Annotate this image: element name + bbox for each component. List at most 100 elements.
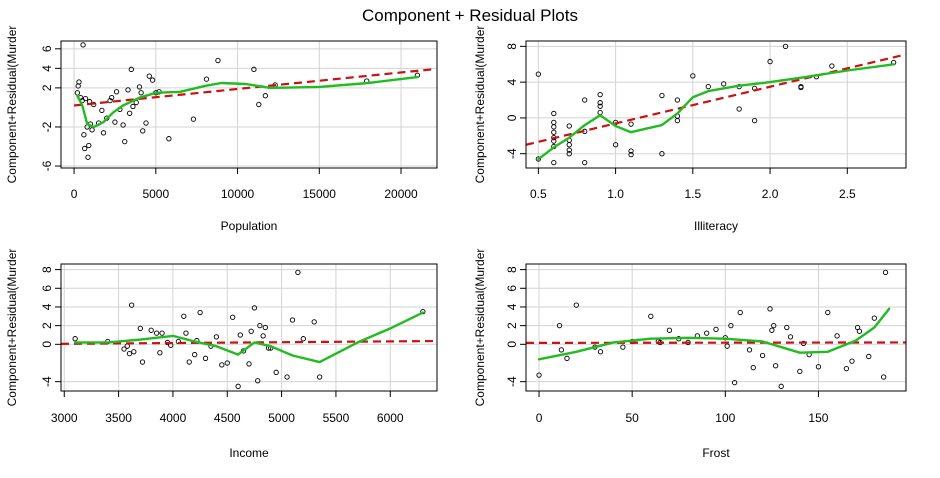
data-point-27 — [224, 360, 230, 366]
y-tick-label-6: 8 — [40, 266, 54, 273]
x-tick-label-4: 4500 — [214, 411, 241, 425]
data-point-36 — [257, 322, 263, 329]
data-point-43 — [289, 317, 296, 323]
data-point-9 — [139, 359, 146, 365]
panel-4: 0 50 100 150 -4 0 2 4 6 8 Frost Component+Residual(… — [473, 249, 907, 460]
y-tick-label-3: 2 — [40, 84, 54, 91]
y-axis-label: Component+Residual(Murder — [473, 26, 487, 184]
y-tick-label-4: 8 — [505, 43, 519, 50]
panel-2: 0.5 1.0 1.5 2.0 2.5 -4 0 4 8 Illiteracy Component+… — [473, 26, 907, 233]
data-point-9 — [82, 95, 89, 102]
x-tick-label-4: 150 — [808, 411, 828, 425]
data-point-1 — [72, 336, 78, 342]
data-point-32 — [246, 361, 252, 367]
data-point-25 — [628, 121, 634, 127]
x-axis-label: Population — [221, 219, 278, 233]
data-point-45 — [829, 63, 835, 69]
data-point-33 — [248, 328, 254, 334]
data-point-26 — [759, 352, 766, 359]
x-axis-label: Illiteracy — [694, 219, 738, 233]
data-point-11 — [85, 154, 91, 160]
data-point-35 — [140, 128, 146, 134]
data-point-1 — [536, 372, 542, 378]
y-tick-label-2: 0 — [505, 341, 519, 348]
data-point-27 — [767, 306, 773, 312]
data-point-3 — [558, 347, 565, 353]
plot-area — [61, 269, 437, 389]
data-point-46 — [880, 374, 887, 380]
data-point-27 — [628, 151, 634, 158]
data-point-30 — [772, 363, 779, 369]
data-point-2 — [556, 322, 563, 329]
data-point-13 — [666, 327, 673, 333]
data-point-25 — [213, 334, 220, 340]
data-point-31 — [130, 103, 136, 110]
data-point-18 — [713, 326, 719, 333]
y-tick-label-3: 2 — [40, 322, 54, 329]
data-point-40 — [843, 365, 850, 372]
data-point-8 — [137, 325, 143, 332]
data-point-2 — [535, 156, 542, 162]
y-axis-label: Component+Residual(Murder — [5, 249, 19, 407]
data-point-10 — [148, 327, 154, 333]
data-point-45 — [251, 66, 257, 72]
data-point-37 — [146, 73, 152, 79]
data-point-41 — [273, 369, 279, 375]
data-point-21 — [597, 92, 603, 98]
data-point-32 — [784, 324, 790, 331]
residual-smooth-line — [73, 311, 425, 364]
x-axis-label: Income — [229, 446, 269, 460]
data-point-38 — [262, 324, 268, 331]
x-tick-label-5: 20000 — [384, 187, 418, 201]
y-tick-label-3: 2 — [505, 322, 519, 329]
x-tick-label-2: 3500 — [105, 411, 132, 425]
data-point-1 — [535, 71, 542, 77]
y-tick-label-5: 6 — [40, 285, 54, 292]
data-point-37 — [815, 364, 822, 370]
x-tick-label-5: 5000 — [268, 411, 295, 425]
data-point-38 — [149, 77, 156, 83]
data-point-14 — [566, 151, 572, 157]
data-point-35 — [721, 81, 727, 87]
data-point-3 — [121, 346, 127, 352]
y-tick-label-2: -2 — [40, 121, 54, 132]
data-point-7 — [131, 349, 137, 355]
figure-title: Component + Residual Plots — [362, 6, 578, 25]
data-point-34 — [138, 90, 144, 96]
panels: 0 5000 10000 15000 20000-6-2246PopulationCom… — [5, 26, 907, 460]
data-point-26 — [628, 148, 634, 154]
x-tick-label-3: 4000 — [160, 411, 187, 425]
data-point-42 — [190, 116, 197, 122]
data-point-38 — [825, 309, 831, 316]
y-axis-label: Component+Residual(Murder — [473, 249, 487, 407]
data-point-8 — [82, 145, 88, 152]
data-point-43 — [203, 76, 210, 82]
data-point-23 — [112, 119, 118, 125]
data-point-24 — [612, 142, 619, 148]
data-point-12 — [86, 142, 92, 149]
y-tick-label-1: -6 — [40, 160, 54, 171]
component-fit-dashed-line — [61, 339, 437, 345]
data-point-30 — [128, 66, 134, 72]
data-point-44 — [866, 353, 872, 360]
plot-area — [526, 43, 906, 166]
x-tick-label-1: 0.5 — [530, 187, 547, 201]
data-point-30 — [674, 97, 681, 103]
data-point-8 — [620, 344, 626, 350]
data-point-36 — [143, 120, 149, 126]
data-point-32 — [674, 117, 681, 124]
data-point-18 — [582, 97, 588, 103]
data-point-33 — [690, 73, 696, 79]
data-point-33 — [787, 334, 794, 340]
data-point-34 — [705, 83, 711, 90]
data-point-30 — [237, 332, 243, 338]
x-tick-label-2: 5000 — [142, 187, 169, 201]
data-point-46 — [256, 101, 262, 108]
data-point-24 — [113, 89, 120, 95]
data-point-29 — [235, 383, 241, 389]
data-point-47 — [316, 374, 323, 380]
data-point-17 — [181, 313, 187, 319]
y-tick-label-1: -4 — [505, 376, 519, 387]
x-tick-label-1: 0 — [71, 187, 78, 201]
data-point-34 — [251, 305, 258, 311]
